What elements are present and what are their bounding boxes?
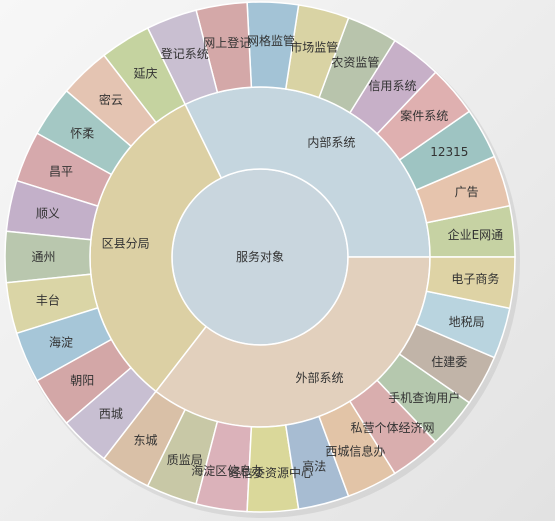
leaf-label-20: 东城 xyxy=(133,434,157,448)
leaf-label-4: 信用系统 xyxy=(369,79,417,93)
leaf-label-17: 海淀 xyxy=(49,334,73,349)
leaf-label-1: 广告 xyxy=(455,185,479,199)
leaf-label-27: 手机查询用户 xyxy=(388,390,460,405)
group-label-2: 外部系统 xyxy=(295,370,343,385)
leaf-label-22: 海淀区信息办 xyxy=(191,463,263,478)
leaf-label-10: 延庆 xyxy=(133,66,157,80)
leaf-label-24: 高法 xyxy=(302,459,326,474)
leaf-label-30: 电子商务 xyxy=(451,271,499,286)
leaf-label-2: 12315 xyxy=(430,145,468,159)
leaf-label-21: 质监局 xyxy=(167,453,203,467)
root-label: 服务对象 xyxy=(236,249,284,264)
leaf-label-15: 通州 xyxy=(31,250,55,264)
group-label-0: 内部系统 xyxy=(307,134,355,149)
leaf-label-6: 市场监管 xyxy=(290,39,338,54)
leaf-slice-30[interactable] xyxy=(425,256,516,310)
leaf-label-16: 丰台 xyxy=(36,293,60,308)
leaf-label-12: 怀柔 xyxy=(70,126,94,140)
group-label-1: 区县分局 xyxy=(102,236,150,250)
leaf-label-5: 农资监管 xyxy=(331,55,379,70)
chart-slices xyxy=(4,1,516,513)
leaf-label-26: 私营个体经济网 xyxy=(351,420,435,435)
leaf-label-14: 顺义 xyxy=(36,206,60,220)
leaf-label-7: 网格监管 xyxy=(247,33,295,48)
leaf-label-13: 昌平 xyxy=(49,165,73,179)
leaf-label-0: 企业E网通 xyxy=(448,227,504,242)
leaf-label-3: 案件系统 xyxy=(400,108,448,123)
leaf-label-9: 登记系统 xyxy=(161,46,209,61)
leaf-label-19: 西城 xyxy=(99,407,123,421)
leaf-label-29: 地税局 xyxy=(449,315,485,329)
leaf-label-25: 西城信息办 xyxy=(325,443,385,458)
leaf-label-18: 朝阳 xyxy=(70,374,94,388)
leaf-label-8: 网上登记 xyxy=(203,35,251,50)
leaf-label-11: 密云 xyxy=(99,92,123,107)
leaf-label-23: 经信委资源中心 xyxy=(229,465,313,480)
leaf-label-28: 住建委 xyxy=(431,355,467,369)
